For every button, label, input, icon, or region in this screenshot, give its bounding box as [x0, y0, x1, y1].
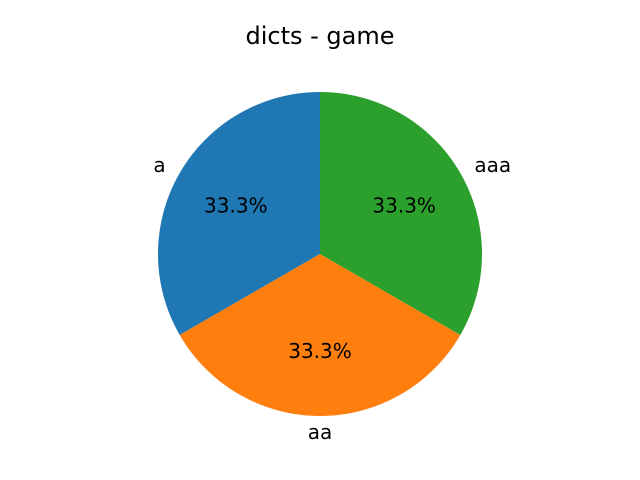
pie-category-label-aa: aa — [308, 420, 333, 444]
pie-slice-aaa — [320, 92, 482, 335]
pie-percent-label-aa: 33.3% — [288, 339, 352, 363]
pie-category-label-aaa: aaa — [474, 153, 511, 177]
pie-percent-label-aaa: 33.3% — [372, 193, 436, 217]
pie-slices — [157, 92, 482, 416]
chart-title: dicts - game — [245, 22, 394, 50]
pie-slice-a — [157, 92, 320, 335]
pie-percent-label-a: 33.3% — [204, 193, 268, 217]
pie-slice-aa — [179, 254, 461, 416]
pie-labels: 33.3% a 33.3% aa 33.3% aaa — [153, 153, 511, 444]
pie-category-label-a: a — [153, 153, 165, 177]
